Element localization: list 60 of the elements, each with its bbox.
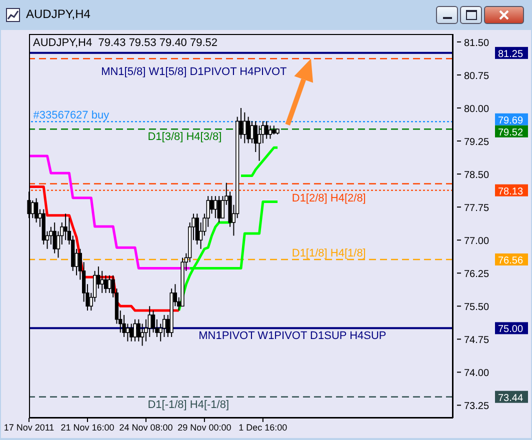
candlestick (162, 314, 166, 338)
x-tick-label: 29 Nov 00:00 (178, 422, 232, 432)
ref-line-label: MN1[5/8] W1[5/8] D1PIVOT H4PIVOT (101, 66, 287, 78)
y-tick-label: 76.25 (464, 269, 490, 280)
y2-tick-label: 81.25 (498, 48, 524, 60)
ref-line-label: #33567627 buy (33, 110, 110, 122)
y2-tick-label: 79.69 (498, 115, 524, 126)
line-series (28, 154, 192, 270)
y2-tick-label: 73.44 (498, 392, 524, 404)
x-tick-label: 1 Dec 16:00 (238, 422, 288, 432)
candlestick (268, 125, 272, 140)
candlestick (136, 318, 140, 342)
candlestick (242, 112, 246, 144)
candlestick (52, 222, 56, 254)
candlestick (130, 323, 134, 342)
y-tick-label: 81.50 (464, 38, 490, 49)
y-tick-label: 74.00 (464, 368, 490, 380)
candlestick (133, 318, 137, 342)
ref-line-label: D1[1/8] H4[1/8] (292, 247, 366, 260)
ref-line-label: MN1PIVOT W1PIVOT D1SUP H4SUP (198, 330, 386, 342)
y2-tick-label: 78.13 (498, 186, 524, 198)
y-tick-label: 74.75 (464, 335, 490, 346)
chart-subtitle: 79.43 79.53 79.40 79.52 (98, 37, 218, 49)
y-tick-label: 79.25 (464, 137, 490, 148)
candlestick (140, 323, 144, 346)
y-tick-label: 77.00 (464, 236, 490, 248)
candlestick (100, 270, 104, 294)
candlestick (126, 323, 130, 342)
ref-line-label: D1[2/8] H4[2/8] (292, 192, 366, 204)
candlestick (151, 310, 156, 334)
x-tick-label: 21 Nov 16:00 (60, 422, 114, 432)
candlestick (217, 196, 221, 223)
x-tick-label: 17 Nov 2011 (4, 422, 54, 432)
y-tick-label: 75.50 (464, 302, 490, 314)
candlestick (210, 196, 214, 214)
x-tick-label: 24 Nov 08:00 (119, 422, 173, 432)
ref-line-label: D1[-1/8] H4[-1/8] (148, 398, 230, 411)
chart-title: AUDJPY,H4 (33, 37, 92, 49)
candlestick (64, 213, 68, 241)
candlestick (264, 120, 268, 140)
candlestick (246, 116, 250, 144)
candlestick (214, 196, 218, 219)
y2-tick-label: 75.00 (498, 324, 524, 336)
candlestick (104, 274, 108, 294)
candlestick (108, 274, 112, 294)
candlestick (250, 120, 254, 144)
candlestick (195, 213, 199, 245)
candlestick (148, 306, 152, 338)
candlestick (257, 125, 262, 162)
y-tick-label: 77.75 (464, 203, 490, 214)
y-tick-label: 80.00 (464, 104, 490, 115)
y2-tick-label: 79.52 (498, 127, 524, 138)
y-tick-label: 80.75 (464, 70, 490, 82)
chart-title: AUDJPY,H4 (26, 7, 90, 21)
y-tick-label: 78.50 (464, 170, 490, 182)
y2-tick-label: 76.56 (498, 255, 524, 266)
candlestick (34, 198, 38, 223)
y-tick-label: 73.25 (464, 401, 490, 412)
candlestick (122, 314, 126, 338)
ref-line-label: D1[3/8] H4[3/8] (148, 131, 222, 144)
